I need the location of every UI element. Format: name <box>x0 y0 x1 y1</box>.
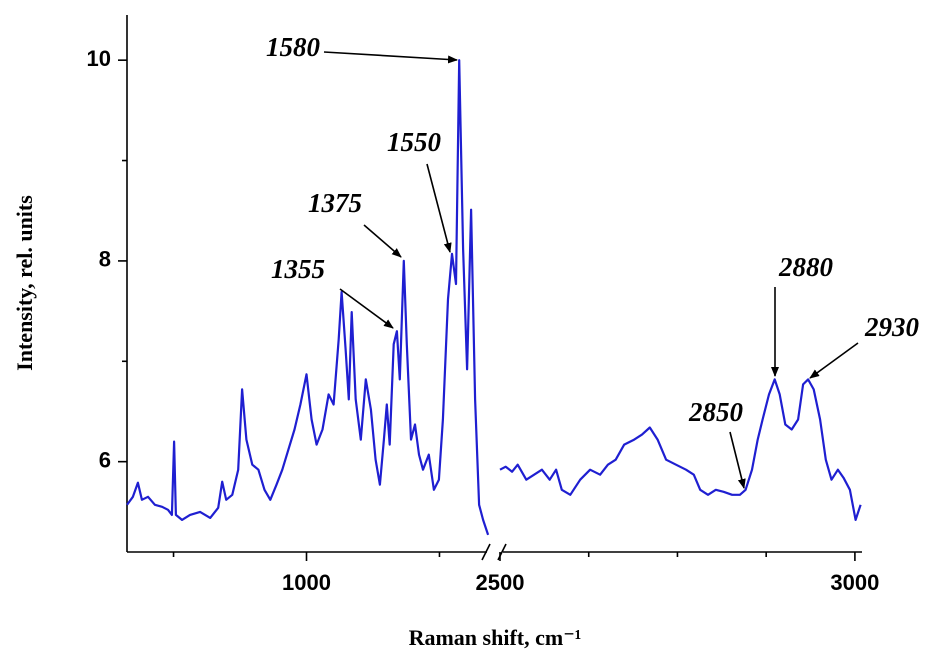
y-axis-title: Intensity, rel. units <box>12 195 37 371</box>
peak-annotation: 2930 <box>864 312 920 342</box>
annotation-arrow <box>363 224 402 258</box>
spectrum-line <box>126 59 490 536</box>
peak-annotation: 1375 <box>308 188 362 218</box>
peak-annotation: 2850 <box>688 397 744 427</box>
annotation-arrow <box>729 431 746 489</box>
y-tick-label: 10 <box>87 46 111 71</box>
peak-annotation: 1580 <box>266 32 321 62</box>
spectrum-line <box>499 378 862 521</box>
axis-break <box>481 543 491 561</box>
x-tick-label: 3000 <box>830 570 879 595</box>
peak-annotation: 1550 <box>387 127 442 157</box>
x-tick-label: 2500 <box>476 570 525 595</box>
x-tick-label: 1000 <box>282 570 331 595</box>
peak-annotation: 2880 <box>778 252 834 282</box>
annotation-arrow <box>809 342 859 379</box>
peak-annotation: 1355 <box>271 254 325 284</box>
y-tick-label: 8 <box>99 247 111 272</box>
x-axis-title: Raman shift, cm⁻¹ <box>409 625 582 650</box>
annotation-arrow <box>339 288 394 329</box>
annotation-arrow <box>426 163 452 253</box>
y-tick-label: 6 <box>99 447 111 472</box>
annotation-arrow <box>323 51 458 64</box>
